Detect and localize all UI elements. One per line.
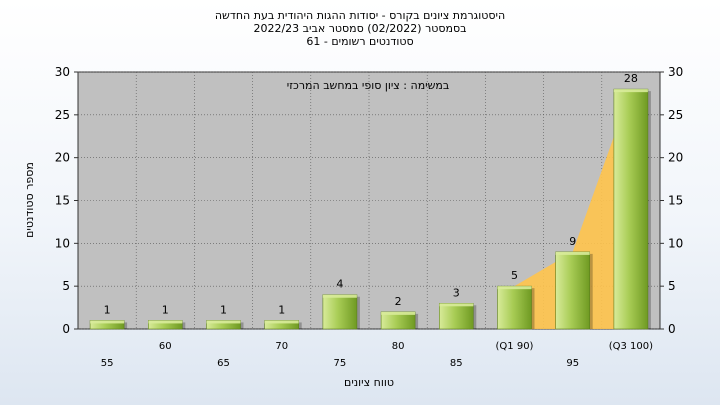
y-tick-label-left: 5: [62, 279, 70, 293]
chart-title: היסטוגרמת ציונים בקורס - יסודות ההגות הי…: [214, 9, 506, 22]
bar-(Q3 100): [613, 88, 649, 330]
y-tick-label-right: 10: [668, 236, 683, 250]
data-label: 28: [624, 72, 638, 85]
data-label: 1: [162, 303, 169, 316]
highlight-area: [514, 89, 631, 329]
y-tick-label-right: 5: [668, 279, 676, 293]
data-label: 1: [104, 303, 111, 316]
data-label: 2: [395, 295, 402, 308]
bar-85: [438, 302, 474, 330]
bar-top-cap: [264, 320, 299, 324]
data-label: 4: [336, 278, 343, 291]
y-tick-label-right: 25: [668, 108, 683, 122]
x-category-label: 70: [275, 341, 288, 352]
x-axis-title: טווח ציונים: [344, 376, 394, 389]
bars: [89, 88, 651, 330]
data-label: 1: [220, 303, 227, 316]
bar-top-cap: [322, 294, 357, 298]
y-tick-label-right: 15: [668, 194, 683, 208]
x-category-label: 80: [392, 341, 405, 352]
bar-top-cap: [148, 320, 183, 324]
x-category-label: 60: [159, 341, 172, 352]
bar-top-cap: [439, 303, 474, 307]
x-category-label: 85: [450, 358, 463, 369]
x-category-label: 75: [334, 358, 347, 369]
data-label: 5: [511, 269, 518, 282]
bar-top-cap: [497, 286, 532, 290]
data-label: 1: [278, 303, 285, 316]
x-category-label: 95: [566, 358, 579, 369]
x-category-label: 65: [217, 358, 230, 369]
chart-subtitle-semester: בסמסטר (02/2022) סמסטר אביב 2022/23: [253, 22, 467, 35]
y-tick-label-left: 20: [55, 151, 70, 165]
x-category-label: 55: [101, 358, 114, 369]
bar-top-cap: [90, 320, 125, 324]
bar-top-cap: [206, 320, 241, 324]
data-label: 9: [569, 235, 576, 248]
bar-75: [322, 294, 358, 330]
x-category-label: (Q1 90): [496, 341, 534, 352]
y-tick-label-left: 25: [55, 108, 70, 122]
data-label: 3: [453, 286, 460, 299]
y-tick-label-left: 10: [55, 236, 70, 250]
y-tick-label-left: 30: [55, 65, 70, 79]
chart-subtitle-students: סטודנטים רשומים - 61: [306, 35, 414, 48]
chart-annotation: במשימה : ציון סופי במחשב המרכזי: [287, 79, 450, 92]
bar-top-cap: [381, 311, 416, 315]
y-tick-label-right: 30: [668, 65, 683, 79]
bar-(Q1 90): [497, 285, 532, 330]
bar-top-cap: [555, 251, 590, 255]
grid-lines: [74, 71, 664, 330]
x-category-label: (Q3 100): [609, 341, 653, 352]
y-tick-label-right: 0: [668, 322, 676, 336]
y-axis-title: מספר סטודנטים: [23, 162, 36, 238]
bar-top-cap: [613, 89, 648, 93]
y-tick-label-right: 20: [668, 151, 683, 165]
y-tick-label-left: 15: [55, 194, 70, 208]
bar-95: [555, 251, 591, 330]
y-tick-label-left: 0: [62, 322, 70, 336]
